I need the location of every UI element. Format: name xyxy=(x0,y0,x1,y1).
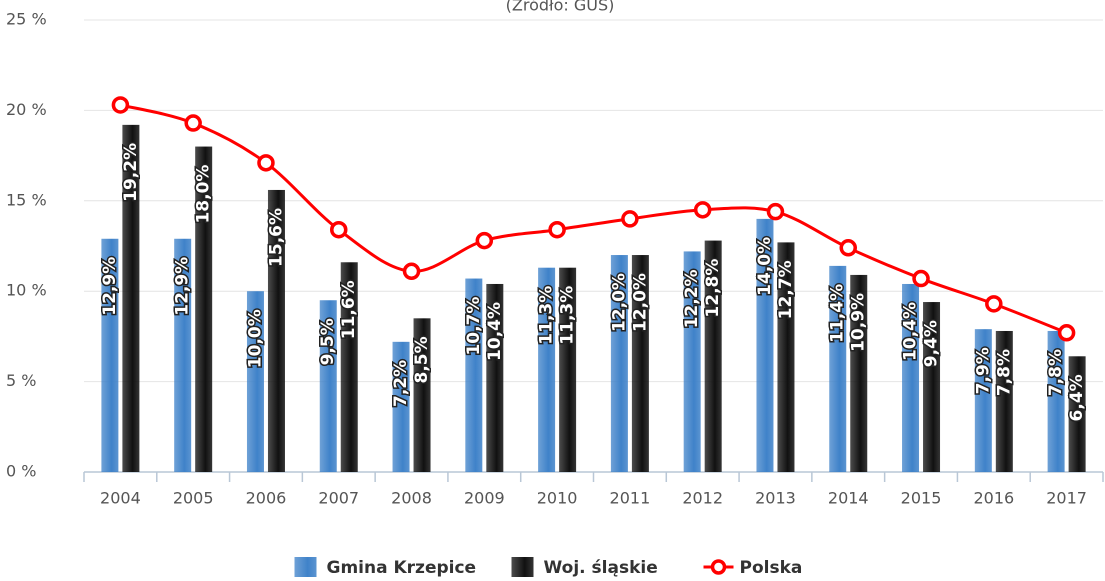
bar xyxy=(995,330,1013,472)
bar xyxy=(486,283,504,472)
bar xyxy=(902,283,920,472)
marker xyxy=(257,154,275,172)
data-label: 12,2% xyxy=(682,269,702,328)
data-label: 9,4% xyxy=(922,320,942,367)
bar xyxy=(319,300,337,472)
x-tick-label: 2009 xyxy=(464,489,505,508)
marker xyxy=(912,269,930,288)
x-tick-label: 2013 xyxy=(755,489,796,508)
x-tick-label: 2004 xyxy=(100,489,141,508)
bar xyxy=(465,278,483,472)
bar xyxy=(829,265,847,472)
bar xyxy=(174,238,192,472)
marker xyxy=(184,114,202,132)
bar xyxy=(610,255,628,472)
data-label: 10,4% xyxy=(485,302,505,361)
legend-label: Woj. śląskie xyxy=(544,558,658,578)
bar xyxy=(923,302,941,472)
marker xyxy=(330,220,348,239)
bar xyxy=(631,255,649,472)
data-label: 7,8% xyxy=(994,349,1014,396)
bar xyxy=(340,262,358,472)
y-tick-label: 15 % xyxy=(6,190,47,209)
data-label: 15,6% xyxy=(266,208,286,267)
data-label: 11,4% xyxy=(828,284,848,343)
bar xyxy=(683,251,701,472)
bar xyxy=(777,242,795,472)
legend-swatch xyxy=(294,557,317,577)
bar xyxy=(392,341,410,472)
data-label: 12,8% xyxy=(703,259,723,318)
marker xyxy=(621,210,639,228)
marker xyxy=(548,220,566,239)
data-label: 11,6% xyxy=(339,280,359,339)
marker xyxy=(985,295,1003,313)
marker xyxy=(475,231,494,250)
bar xyxy=(850,274,868,472)
y-tick-label: 0 % xyxy=(6,462,36,481)
legend-swatch xyxy=(511,557,534,577)
y-tick-label: 25 % xyxy=(6,10,47,29)
marker xyxy=(1057,324,1076,342)
x-tick-label: 2005 xyxy=(173,489,214,508)
data-label: 9,5% xyxy=(318,318,338,365)
data-label: 19,2% xyxy=(121,143,141,202)
bar xyxy=(246,291,264,472)
x-tick-label: 2016 xyxy=(973,489,1014,508)
marker xyxy=(839,239,857,257)
marker xyxy=(111,96,130,114)
bar xyxy=(974,329,992,472)
x-tick-label: 2010 xyxy=(537,489,578,508)
legend-label: Polska xyxy=(740,558,803,578)
data-label: 12,0% xyxy=(609,273,629,332)
data-label: 14,0% xyxy=(755,237,775,296)
data-label: 12,9% xyxy=(100,257,120,316)
bar xyxy=(559,267,577,472)
y-tick-label: 20 % xyxy=(6,100,47,119)
data-label: 10,7% xyxy=(464,297,484,356)
data-label: 11,3% xyxy=(558,286,578,345)
data-label: 7,9% xyxy=(973,347,993,394)
x-tick-label: 2007 xyxy=(318,489,359,508)
y-tick-label: 5 % xyxy=(6,371,36,390)
data-label: 10,9% xyxy=(849,293,869,352)
data-label: 12,7% xyxy=(776,260,796,319)
x-tick-label: 2014 xyxy=(828,489,869,508)
x-tick-label: 2015 xyxy=(901,489,942,508)
bar xyxy=(267,189,285,472)
data-label: 12,9% xyxy=(173,257,193,316)
x-tick-label: 2008 xyxy=(391,489,432,508)
data-label: 10,0% xyxy=(245,309,265,368)
x-tick-label: 2011 xyxy=(610,489,651,508)
data-label: 18,0% xyxy=(194,165,214,224)
chart-subtitle: (Źródło: GUS) xyxy=(506,0,615,15)
x-tick-label: 2017 xyxy=(1046,489,1087,508)
marker xyxy=(766,202,785,221)
data-label: 11,3% xyxy=(537,286,557,345)
data-label: 7,8% xyxy=(1046,349,1066,396)
bar xyxy=(413,318,431,472)
bar xyxy=(122,124,140,472)
bar xyxy=(1068,356,1086,472)
data-label: 12,0% xyxy=(630,273,650,332)
bar xyxy=(101,238,119,472)
bar xyxy=(1047,330,1065,472)
marker xyxy=(402,262,421,281)
marker xyxy=(693,201,712,219)
bar xyxy=(538,267,556,472)
y-tick-label: 10 % xyxy=(6,281,47,300)
data-label: 7,2% xyxy=(391,360,411,407)
data-label: 6,4% xyxy=(1067,374,1087,421)
x-tick-label: 2012 xyxy=(682,489,723,508)
legend-label: Gmina Krzepice xyxy=(327,558,477,578)
data-label: 8,5% xyxy=(412,336,432,383)
x-tick-label: 2006 xyxy=(246,489,287,508)
bar xyxy=(195,146,213,472)
bar xyxy=(704,240,722,472)
data-label: 10,4% xyxy=(901,302,921,361)
legend-marker xyxy=(710,559,727,575)
bar xyxy=(756,218,774,472)
